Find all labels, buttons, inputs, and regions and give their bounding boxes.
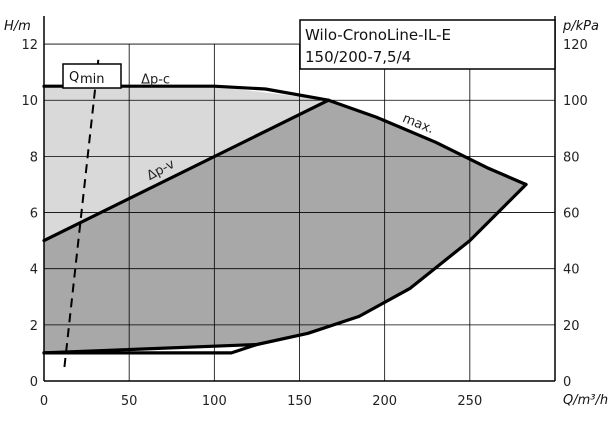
y-tick-label-right-4: 80 <box>563 150 580 165</box>
y-tick-label-right-3: 60 <box>563 207 580 222</box>
y-tick-label-right-6: 120 <box>563 38 588 53</box>
y-tick-label-left-1: 2 <box>30 319 38 334</box>
annotation-0: Δp-c <box>141 72 170 87</box>
region-light <box>44 86 329 241</box>
x-tick-label-5: 250 <box>457 394 482 409</box>
y-tick-label-right-2: 40 <box>563 263 580 278</box>
y-tick-label-left-6: 12 <box>21 38 38 53</box>
curve-0 <box>42 84 528 187</box>
regions-layer <box>44 86 526 353</box>
y-tick-label-left-4: 8 <box>30 150 38 165</box>
chart-title-line2: 150/200-7,5/4 <box>305 48 411 66</box>
curve-3 <box>42 342 259 355</box>
y-tick-label-left-5: 10 <box>21 94 38 109</box>
qmin-label-box <box>62 63 122 89</box>
x-tick-label-3: 150 <box>287 394 312 409</box>
x-tick-label-2: 100 <box>202 394 227 409</box>
y-tick-label-right-0: 0 <box>563 375 571 390</box>
title-box: Wilo-CronoLine-IL-E 150/200-7,5/4 <box>299 19 556 70</box>
y-axis-label-left: H/m <box>4 19 31 34</box>
x-tick-label-4: 200 <box>372 394 397 409</box>
chart-title-line1: Wilo-CronoLine-IL-E <box>305 26 451 44</box>
x-tick-label-1: 50 <box>121 394 138 409</box>
labels-layer: H/m p/kPa Q/m³/h <box>4 19 608 408</box>
y-axis-label-right: p/kPa <box>562 19 599 34</box>
qmin-label-main: Q <box>69 70 79 85</box>
curve-1 <box>42 98 331 243</box>
y-tick-label-left-0: 0 <box>30 375 38 390</box>
qmin-label-sub: min <box>80 72 105 87</box>
y-tick-label-left-3: 6 <box>30 207 38 222</box>
y-tick-label-right-1: 20 <box>563 319 580 334</box>
title-box-background <box>299 19 556 70</box>
y-tick-label-right-5: 100 <box>563 94 588 109</box>
qmin-line <box>63 58 100 368</box>
x-axis-label: Q/m³/h <box>563 393 608 408</box>
y-tick-label-left-2: 4 <box>30 263 38 278</box>
x-tick-label-0: 0 <box>40 394 48 409</box>
